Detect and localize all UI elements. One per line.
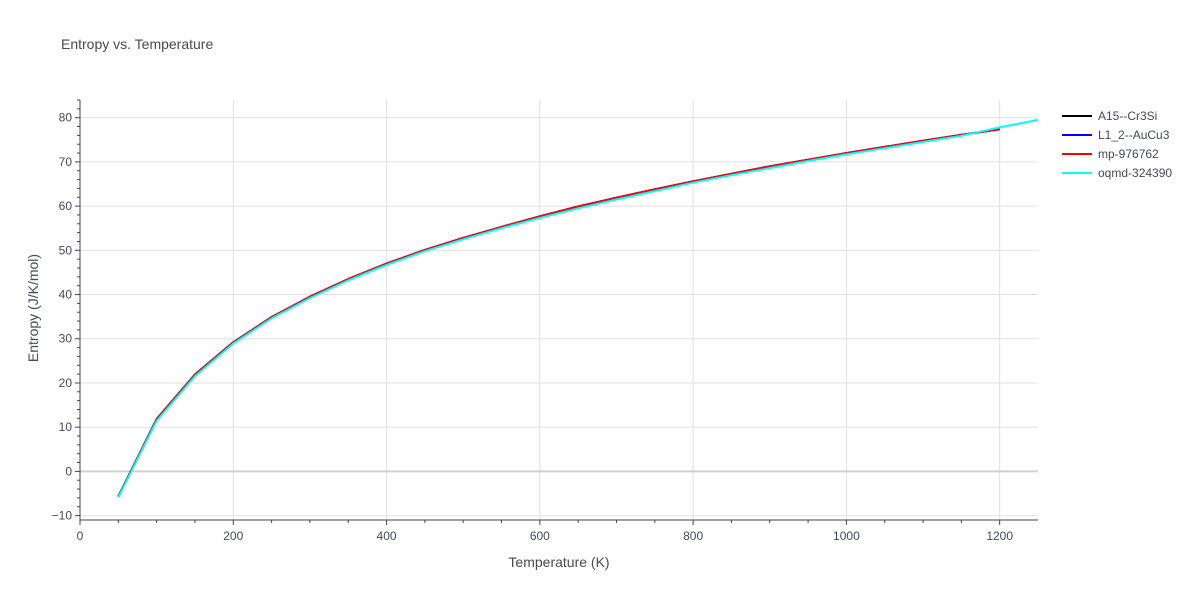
x-axis-label: Temperature (K) [508,554,610,570]
legend-item[interactable]: L1_2--AuCu3 [1062,125,1172,144]
y-tick-label: 10 [59,420,73,434]
y-tick-label: 70 [59,155,73,169]
tick-label-layer: 0 200 400 600 800 1000 1200 −10 0 10 20 30 40 50 60 70 8… [52,111,1014,543]
y-tick-label: 50 [59,243,73,257]
y-tick-label: 30 [59,332,73,346]
y-tick-label: 80 [59,111,73,125]
y-tick-label: 40 [59,288,73,302]
legend-swatch [1062,133,1092,136]
legend: A15--Cr3Si L1_2--AuCu3 mp-976762 oqmd-32… [1062,106,1172,182]
y-tick-label: 0 [65,464,72,478]
legend-label: oqmd-324390 [1098,165,1173,180]
legend-label: L1_2--AuCu3 [1098,127,1170,142]
series-line-a15-cr3si [117,128,1000,498]
legend-label: mp-976762 [1098,146,1159,161]
legend-item[interactable]: oqmd-324390 [1062,163,1172,182]
legend-label: A15--Cr3Si [1098,108,1158,123]
x-tick-label: 600 [530,529,550,543]
legend-swatch [1062,171,1092,174]
legend-swatch [1062,152,1092,155]
series-line-oqmd-324390 [117,118,1039,498]
series-layer [117,118,1039,498]
x-tick-label: 1000 [833,529,860,543]
x-tick-label: 400 [377,529,397,543]
x-tick-label: 200 [223,529,243,543]
x-tick-label: 800 [683,529,703,543]
x-tick-label: 1200 [986,529,1013,543]
series-line-l1-2-aucu3 [117,128,1000,498]
grid-layer [80,100,1038,520]
y-tick-label: 20 [59,376,73,390]
legend-swatch [1062,114,1092,117]
y-tick-label: 60 [59,199,73,213]
y-tick-label: −10 [52,509,73,523]
legend-item[interactable]: mp-976762 [1062,144,1172,163]
chart-title: Entropy vs. Temperature [61,36,214,52]
legend-item[interactable]: A15--Cr3Si [1062,106,1172,125]
series-line-mp-976762 [117,128,1000,498]
axis-layer [75,99,1038,525]
y-axis-label: Entropy (J/K/mol) [25,253,41,363]
x-tick-label: 0 [77,529,84,543]
